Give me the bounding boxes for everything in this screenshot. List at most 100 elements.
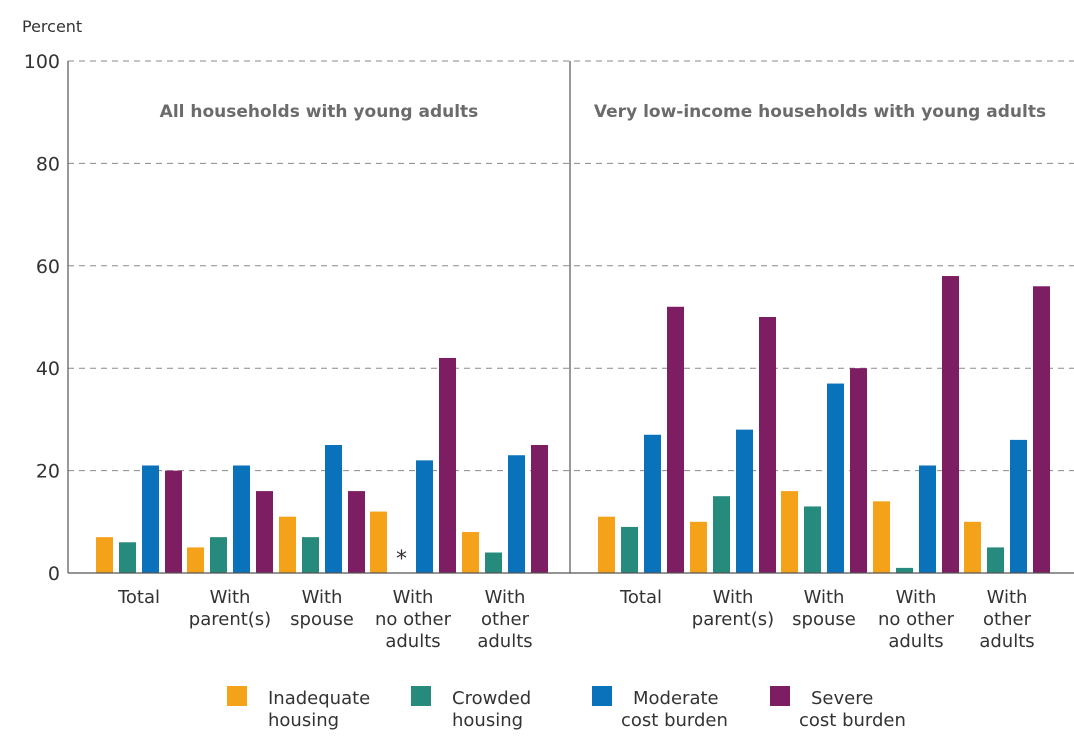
bar [187, 547, 204, 573]
category-label-line: no other [375, 609, 452, 630]
legend-label-line: housing [268, 710, 339, 731]
category-label-line: Total [619, 587, 662, 608]
category-label-line: adults [477, 631, 532, 652]
y-tick-label: 60 [36, 256, 60, 278]
bar [621, 526, 638, 573]
category-label: With no other adults [375, 587, 452, 652]
legend-label-line: Inadequate [268, 688, 370, 709]
bar [370, 511, 387, 573]
legend-swatch [770, 686, 790, 706]
y-tick-label: 0 [48, 563, 60, 585]
legend-label-line: Crowded [452, 688, 531, 709]
category-label-line: With [896, 587, 937, 608]
category-label-line: adults [979, 631, 1034, 652]
bar [96, 537, 113, 573]
bar [462, 532, 479, 573]
bar [781, 491, 798, 573]
y-tick-label: 20 [36, 461, 60, 483]
category-label-line: With [713, 587, 754, 608]
bar [759, 317, 776, 573]
category-label-line: With [210, 587, 251, 608]
legend-label: Inadequate housing [268, 688, 370, 731]
category-label-line: Total [117, 587, 160, 608]
bar [713, 496, 730, 573]
category-label: Total [117, 587, 160, 608]
y-tick-label: 80 [36, 153, 60, 175]
bar [850, 368, 867, 573]
legend-swatch [411, 686, 431, 706]
category-label-line: With [804, 587, 845, 608]
category-label: Total [619, 587, 662, 608]
bar [439, 357, 456, 573]
bar [942, 276, 959, 573]
category-label: With parent(s) [692, 587, 774, 630]
category-label-line: other [481, 609, 530, 630]
legend-label-line: cost burden [799, 710, 906, 731]
bar [416, 460, 433, 573]
legend-label-line: housing [452, 710, 523, 731]
axes [67, 61, 1074, 574]
y-axis-label: Percent [22, 17, 82, 36]
bar [1010, 439, 1027, 573]
category-label-line: With [987, 587, 1028, 608]
legend-label-line: Moderate [633, 688, 719, 709]
y-tick-label: 100 [24, 51, 60, 73]
category-label-line: spouse [792, 609, 856, 630]
bar [667, 306, 684, 573]
category-label: With other adults [477, 587, 532, 652]
category-label-line: adults [888, 631, 943, 652]
annotations: * [396, 547, 407, 572]
legend-label: Crowded housing [452, 688, 531, 731]
bar [531, 445, 548, 573]
category-label-line: With [393, 587, 434, 608]
category-label-line: With [302, 587, 343, 608]
bar [919, 465, 936, 573]
bar [508, 455, 525, 573]
bar [142, 465, 159, 573]
category-label-line: other [983, 609, 1032, 630]
bar [827, 383, 844, 573]
bar [736, 429, 753, 573]
bar [896, 567, 913, 573]
category-label: With other adults [979, 587, 1034, 652]
category-label: With spouse [792, 587, 856, 630]
legend-label: Severe cost burden [799, 688, 906, 731]
category-label: With spouse [290, 587, 354, 630]
category-label-line: no other [878, 609, 955, 630]
bar [987, 547, 1004, 573]
bar [210, 537, 227, 573]
bars [96, 276, 1050, 573]
legend-label: Moderate cost burden [621, 688, 728, 731]
category-label: With parent(s) [189, 587, 271, 630]
bar [873, 501, 890, 573]
bar [233, 465, 250, 573]
bar [804, 506, 821, 573]
bar [964, 521, 981, 573]
bar [644, 434, 661, 573]
bar [302, 537, 319, 573]
gridlines [68, 60, 1074, 472]
bar [598, 516, 615, 573]
bar [485, 552, 502, 573]
legend-swatch [227, 686, 247, 706]
y-tick-labels: 0 20 40 60 80 100 [24, 51, 60, 585]
bar [325, 445, 342, 573]
category-label-line: adults [385, 631, 440, 652]
legend-label-line: cost burden [621, 710, 728, 731]
y-tick-label: 40 [36, 358, 60, 380]
bar [279, 516, 296, 573]
bar [165, 470, 182, 573]
category-label-line: parent(s) [692, 609, 774, 630]
bar [690, 521, 707, 573]
bar [348, 491, 365, 573]
category-label-line: parent(s) [189, 609, 271, 630]
legend-swatch [592, 686, 612, 706]
bar [119, 542, 136, 573]
category-label: With no other adults [878, 587, 955, 652]
panel-title: All households with young adults [160, 102, 479, 122]
category-label-line: With [485, 587, 526, 608]
legend-label-line: Severe [811, 688, 873, 709]
